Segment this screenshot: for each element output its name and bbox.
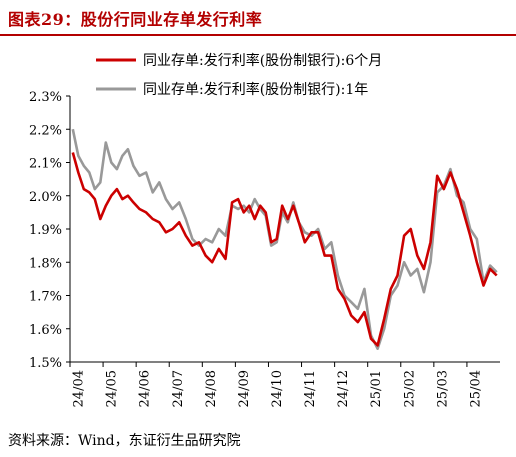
x-tick-label: 24/05 <box>105 370 120 407</box>
source-note: 资料来源：Wind，东证衍生品研究院 <box>8 433 241 449</box>
y-tick-label: 2.2% <box>29 123 62 138</box>
legend-label-1: 同业存单:发行利率(股份制银行):6个月 <box>143 52 382 69</box>
x-tick-label: 24/06 <box>138 370 153 407</box>
x-tick-label: 24/12 <box>336 370 351 407</box>
y-tick-label: 2.1% <box>29 157 62 172</box>
y-tick-label: 1.9% <box>29 223 62 238</box>
y-tick-label: 1.5% <box>29 356 62 371</box>
x-tick-label: 25/02 <box>402 370 417 407</box>
x-tick-label: 25/03 <box>435 370 450 407</box>
series-line-2 <box>71 128 498 351</box>
x-tick-label: 24/09 <box>237 370 252 407</box>
y-tick-label: 2.0% <box>29 190 62 205</box>
y-tick-label: 1.7% <box>29 290 62 305</box>
x-tick-label: 24/10 <box>270 370 285 407</box>
y-axis: 1.5% 1.6% 1.7% 1.8% 1.9% 2.0% 2.1% 2.2% 2.3% <box>29 90 71 371</box>
x-tick-label: 24/08 <box>204 370 219 407</box>
legend-label-2: 同业存单:发行利率(股份制银行):1年 <box>143 81 368 98</box>
y-tick-label: 2.3% <box>29 90 62 105</box>
x-tick-label: 25/01 <box>369 370 384 407</box>
x-tick-label: 25/04 <box>468 370 483 407</box>
y-tick-label: 1.8% <box>29 256 62 271</box>
x-axis: 24/04 24/05 24/06 24/07 24/08 24/09 24/10 24/11… <box>69 361 500 407</box>
title-underline <box>0 34 516 36</box>
x-tick-label: 24/11 <box>303 370 318 407</box>
y-tick-label: 1.6% <box>29 323 62 338</box>
x-tick-label: 24/04 <box>72 370 87 407</box>
series-group <box>71 128 498 351</box>
x-tick-label: 24/07 <box>171 370 186 407</box>
chart-title: 图表29：股份行同业存单发行利率 <box>8 10 263 29</box>
series-line-1 <box>71 152 498 347</box>
